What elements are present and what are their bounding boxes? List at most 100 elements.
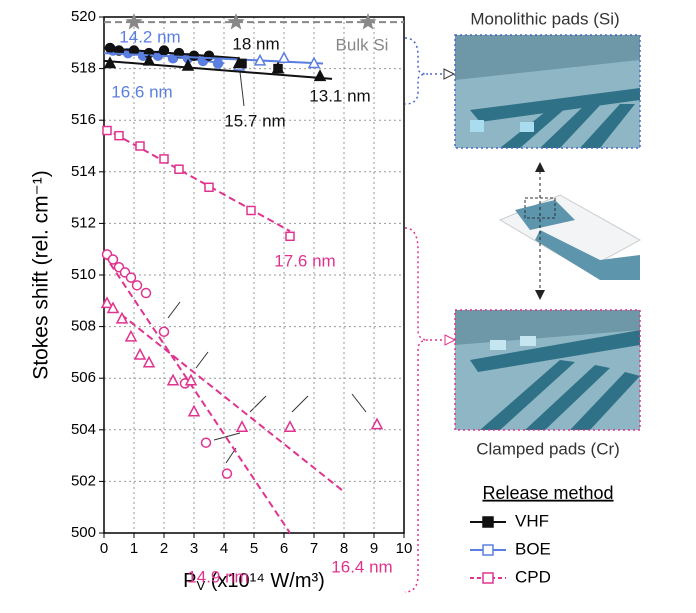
fit-line	[103, 127, 291, 233]
panel-title: Clamped pads (Cr)	[476, 439, 620, 458]
y-tick-label: 512	[71, 214, 96, 231]
data-point	[131, 280, 143, 291]
data-point	[271, 61, 285, 74]
data-point	[125, 13, 143, 30]
y-tick-label: 510	[71, 266, 96, 283]
y-tick-label: 516	[71, 111, 96, 128]
x-tick-label: 1	[130, 540, 138, 557]
panel-title: Monolithic pads (Si)	[470, 9, 619, 28]
data-point	[103, 56, 117, 69]
legend-label: VHF	[515, 511, 549, 530]
x-axis-label-part: P	[183, 570, 196, 592]
arrow-head	[443, 68, 456, 80]
data-point	[104, 42, 116, 54]
data-point	[158, 326, 170, 338]
data-point	[114, 130, 124, 141]
series-label: 14.2 nm	[119, 27, 180, 46]
device-illustration	[498, 162, 642, 300]
data-point	[188, 50, 200, 61]
annotation-arrows	[167, 71, 367, 464]
legend-label: BOE	[515, 539, 551, 558]
data-point	[232, 56, 246, 69]
legend-marker	[482, 572, 494, 584]
plot-frame	[103, 16, 405, 534]
data-point	[133, 347, 147, 360]
data-point	[200, 437, 212, 448]
legend-marker	[482, 516, 494, 528]
data-point	[212, 58, 224, 69]
series-label: 18 nm	[232, 34, 279, 53]
fit-line	[103, 300, 345, 493]
data-point	[174, 164, 184, 174]
data-point	[166, 373, 180, 386]
data-point	[277, 51, 291, 64]
data-point	[313, 69, 327, 82]
data-point	[283, 420, 297, 432]
monolithic-illustration	[454, 34, 641, 149]
series-label: Bulk Si	[336, 35, 389, 54]
clamped-illustration	[454, 309, 641, 431]
data-point	[159, 154, 169, 164]
data-point	[227, 13, 245, 30]
y-axis-label: Stokes shift (rel. cm⁻¹)	[30, 170, 53, 379]
arrow-head	[444, 334, 457, 346]
legend-label: CPD	[515, 567, 551, 586]
x-tick-label: 6	[280, 540, 288, 557]
data-point	[204, 182, 214, 193]
data-point	[359, 13, 377, 30]
fit-line	[103, 59, 333, 80]
data-point	[285, 231, 295, 242]
x-tick-label: 4	[220, 540, 228, 557]
data-point	[184, 373, 198, 386]
y-tick-label: 502	[71, 472, 96, 489]
y-tick-label: 500	[71, 524, 96, 541]
brace	[404, 227, 429, 593]
data-point	[253, 53, 267, 66]
x-tick-label: 7	[310, 540, 318, 557]
fit-line	[103, 46, 240, 60]
data-point	[102, 125, 112, 136]
data-point	[158, 45, 170, 56]
series-label: 16.6 nm	[111, 82, 172, 101]
data-point	[181, 58, 195, 71]
data-point	[370, 417, 384, 430]
data-point	[124, 329, 138, 342]
data-point	[106, 301, 120, 314]
data-point	[107, 254, 119, 265]
data-point	[246, 205, 256, 216]
data-point	[235, 420, 249, 432]
legend-marker	[482, 544, 494, 556]
legend-title: Release method	[482, 483, 613, 503]
series-label: 16.4 nm	[331, 557, 392, 576]
series-label: 17.6 nm	[274, 251, 335, 270]
fit-line	[103, 253, 291, 534]
y-tick-label: 518	[71, 60, 96, 77]
y-tick-label: 508	[71, 318, 96, 335]
data-point	[135, 141, 145, 151]
x-axis-label-part: V	[196, 578, 205, 593]
y-tick-label: 506	[71, 369, 96, 386]
x-tick-label: 0	[100, 540, 108, 557]
series-label: 14.9 nm	[187, 567, 248, 586]
data-point	[100, 296, 114, 309]
brace	[404, 37, 429, 105]
data-point	[125, 272, 137, 283]
data-point	[221, 468, 233, 479]
x-tick-label: 2	[160, 540, 168, 557]
x-tick-label: 10	[396, 540, 413, 557]
x-tick-label: 8	[340, 540, 348, 557]
data-point	[115, 311, 129, 324]
y-tick-label: 514	[71, 163, 96, 180]
x-tick-label: 9	[370, 540, 378, 557]
y-tick-label: 504	[71, 421, 96, 438]
data-point	[140, 287, 152, 299]
series-label: 15.7 nm	[224, 111, 285, 130]
x-tick-label: 5	[250, 540, 258, 557]
data-point	[307, 56, 321, 69]
x-tick-label: 3	[190, 540, 198, 557]
x-axis-label: PV (x10¹⁴ W/m³)	[183, 570, 325, 593]
data-point	[142, 53, 156, 66]
x-axis-label-part: (x10¹⁴ W/m³)	[205, 570, 325, 592]
y-tick-label: 520	[71, 8, 96, 25]
